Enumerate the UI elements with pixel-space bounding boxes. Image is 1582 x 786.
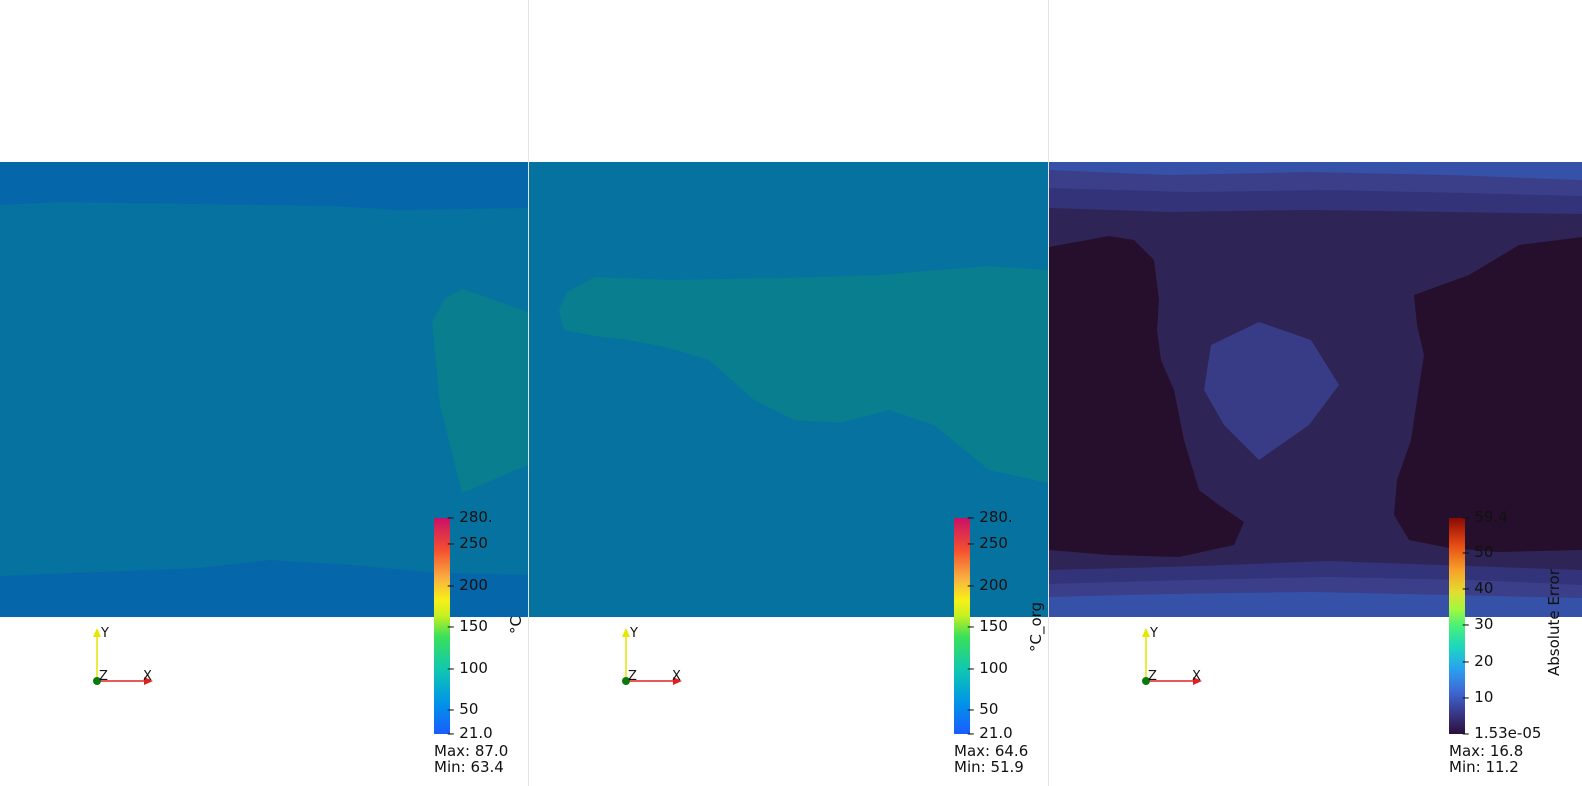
colorbar-tick: 100 xyxy=(459,659,488,677)
colorbar-gradient xyxy=(434,518,450,734)
axis-x-label: X xyxy=(672,669,681,684)
orientation-axes-widget: Y Z X xyxy=(622,626,682,685)
min-label: Min: 11.2 xyxy=(1449,758,1519,776)
colorbar-tick: 59.4 xyxy=(1474,508,1508,526)
colorbar-tick: 40 xyxy=(1474,579,1494,597)
min-label: Min: 63.4 xyxy=(434,758,504,776)
max-label: Max: 16.8 xyxy=(1449,742,1524,760)
axis-z-label: Z xyxy=(628,669,637,684)
colorbar-tick: 280. xyxy=(979,508,1013,526)
orientation-axes-widget: Y Z X xyxy=(1142,626,1202,685)
colorbar-tick: 250 xyxy=(459,534,488,552)
axis-y-label: Y xyxy=(629,626,638,641)
viewport-error[interactable]: – 59.4 – 50 – 40 – 30 – 20 – 10 – 1.53e-… xyxy=(1049,0,1582,786)
colorbar-title: °C_org xyxy=(1027,601,1045,652)
colorbar-gradient xyxy=(954,518,970,734)
colorbar-tick: 21.0 xyxy=(979,724,1013,742)
colorbar-tick: 21.0 xyxy=(459,724,493,742)
colorbar-tick: 100 xyxy=(979,659,1008,677)
colorbar-tick: 250 xyxy=(979,534,1008,552)
max-label: Max: 87.0 xyxy=(434,742,509,760)
colorbar-title: Absolute Error xyxy=(1545,569,1563,676)
colorbar-title: °C xyxy=(507,616,525,634)
colorbar-tick: 200 xyxy=(979,576,1008,594)
temperature-field-predicted xyxy=(0,162,528,617)
colorbar-tick: 150 xyxy=(979,617,1008,635)
colorbar-tick: 10 xyxy=(1474,688,1494,706)
temperature-field-original xyxy=(529,162,1048,617)
colorbar-tick: 30 xyxy=(1474,615,1494,633)
colorbar-tick: 200 xyxy=(459,576,488,594)
colorbar-tick: 1.53e-05 xyxy=(1474,724,1542,742)
axis-y-label: Y xyxy=(100,626,109,641)
colorbar-tick: 20 xyxy=(1474,652,1494,670)
colorbar-tick: 50 xyxy=(1474,543,1494,561)
viewport-predicted[interactable]: – 280. – 250 – 200 – 150 – 100 – 50 – 21… xyxy=(0,0,528,786)
colorbar-tick: 50 xyxy=(979,700,999,718)
max-label: Max: 64.6 xyxy=(954,742,1029,760)
axis-z-label: Z xyxy=(1148,669,1157,684)
colorbar-tick: 50 xyxy=(459,700,479,718)
pane-divider[interactable] xyxy=(1048,0,1049,786)
pane-divider[interactable] xyxy=(528,0,529,786)
colorbar-tick: 280. xyxy=(459,508,493,526)
min-label: Min: 51.9 xyxy=(954,758,1024,776)
colorbar-gradient xyxy=(1449,518,1465,734)
axis-y-label: Y xyxy=(1149,626,1158,641)
viewport-original[interactable]: – 280. – 250 – 200 – 150 – 100 – 50 – 21… xyxy=(529,0,1048,786)
colorbar-tick: 150 xyxy=(459,617,488,635)
axis-x-label: X xyxy=(143,669,152,684)
axis-x-label: X xyxy=(1192,669,1201,684)
orientation-axes-widget: Y Z X xyxy=(93,626,153,685)
absolute-error-field xyxy=(1049,162,1582,617)
axis-z-label: Z xyxy=(99,669,108,684)
